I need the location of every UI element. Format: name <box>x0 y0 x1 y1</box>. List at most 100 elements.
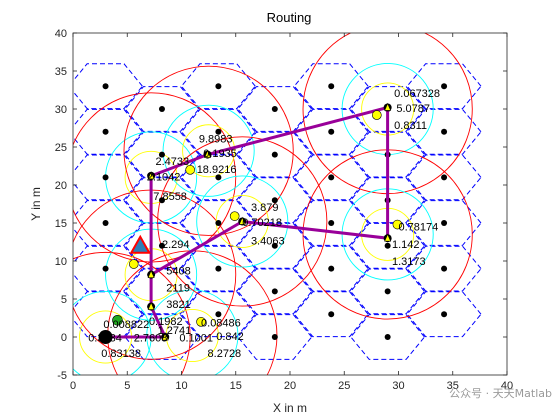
value-label: 18.9216 <box>197 164 237 176</box>
value-label: 2.1042 <box>147 171 181 183</box>
hexagon-cell <box>350 222 426 269</box>
value-label: 3.4063 <box>251 235 285 247</box>
node-point <box>271 288 278 295</box>
hexagon-cell <box>180 63 256 110</box>
value-label: 0.3134 <box>88 333 122 345</box>
hexagon-cell <box>73 245 144 292</box>
node-point <box>215 265 222 272</box>
route-arrow-marker <box>147 301 155 310</box>
range-circle <box>73 251 191 375</box>
node-point <box>158 106 165 112</box>
route-arrow-marker <box>147 269 155 278</box>
y-axis-ticks: -5 0 5 10 15 20 25 30 35 40 <box>55 28 507 382</box>
hexagon-cell <box>124 131 200 178</box>
hexagon-cell <box>73 200 144 246</box>
x-tick-label: 5 <box>124 380 130 392</box>
value-label: 3821 <box>166 299 190 311</box>
value-label: 5.0787 <box>396 103 430 115</box>
x-tick-label: 30 <box>392 380 404 392</box>
range-circle <box>162 104 255 197</box>
route-arrow-marker <box>204 149 211 158</box>
value-label: 0.067328 <box>394 88 440 100</box>
hexagon-cell <box>406 63 482 110</box>
node-point <box>271 334 278 340</box>
node-point <box>102 83 109 90</box>
hexagon-cell <box>406 200 482 246</box>
value-label: 0.8311 <box>394 120 427 132</box>
value-labels: 0.067328 5.0787 0.8311 9.8983 0.1935 2.4733 18… <box>88 88 440 360</box>
hexagon-grid <box>73 63 482 360</box>
node-point <box>158 242 165 249</box>
hexagon-cell <box>350 131 426 178</box>
x-tick-label: 10 <box>175 380 187 392</box>
node-point <box>102 220 109 226</box>
node-point <box>271 106 278 112</box>
node-point <box>328 83 335 90</box>
range-circle <box>182 124 236 178</box>
value-label: 2.7608 <box>134 333 168 345</box>
value-label: 0.70218 <box>242 217 282 229</box>
value-label: 0.08486 <box>201 317 241 329</box>
hexagon-cell <box>180 108 256 155</box>
route-markers <box>98 102 403 344</box>
yellow-marker <box>392 219 403 230</box>
x-tick-label: 15 <box>230 380 242 392</box>
node-point <box>215 83 222 90</box>
x-tick-label: 40 <box>501 380 513 392</box>
hexagon-cell <box>73 63 144 110</box>
start-node-marker <box>98 330 113 344</box>
range-circle <box>196 175 289 268</box>
route-arrow-marker <box>384 233 392 242</box>
hexagon-cell <box>350 177 426 224</box>
y-tick-label: -5 <box>57 370 67 382</box>
route-arrow-marker <box>238 216 246 225</box>
value-label: 7.8558 <box>153 191 187 203</box>
node-point <box>271 242 278 249</box>
hexagon-cell <box>406 108 482 155</box>
y-tick-label: 40 <box>55 28 67 40</box>
yellow-marker <box>371 110 382 120</box>
node-point <box>158 197 165 204</box>
y-tick-label: 30 <box>55 104 67 116</box>
value-label: 0.1001 <box>179 333 213 345</box>
node-point <box>441 128 448 135</box>
range-circle <box>123 65 294 236</box>
node-point <box>271 197 278 204</box>
sink-triangle <box>129 234 151 254</box>
hexagon-cell <box>237 314 313 360</box>
hexagon-cell <box>237 222 313 269</box>
node-point <box>441 174 448 181</box>
y-tick-label: 10 <box>55 256 67 268</box>
node-point <box>441 311 448 318</box>
value-label: 0.1982 <box>149 316 183 328</box>
aux-node-marker <box>112 314 123 326</box>
hexagon-cell <box>350 268 426 315</box>
node-point <box>271 151 278 158</box>
hexagon-cell <box>124 177 200 224</box>
hexagon-cell <box>293 245 369 292</box>
value-label: 1.2741 <box>158 325 192 337</box>
node-point <box>441 220 448 226</box>
node-point <box>328 220 335 226</box>
x-tick-label: 25 <box>338 380 350 392</box>
y-tick-label: 15 <box>55 218 67 230</box>
value-label: 0.842 <box>216 331 244 343</box>
value-label: 1.3173 <box>392 256 426 268</box>
node-point <box>384 242 391 249</box>
node-point <box>215 220 222 226</box>
watermark-text: 公众号 · 天天Matlab <box>449 387 552 400</box>
yellow-marker <box>185 165 195 175</box>
hexagon-cell <box>237 268 313 315</box>
y-tick-label: 20 <box>55 180 67 192</box>
hexagon-cell <box>293 291 369 338</box>
hexagon-cell <box>180 245 256 292</box>
node-point <box>215 311 222 318</box>
value-label: 0.78174 <box>399 222 439 234</box>
hexagon-cell <box>406 154 482 201</box>
hexagon-cell <box>180 291 256 338</box>
hexagon-cell <box>237 177 313 224</box>
hexagon-cell <box>406 245 482 292</box>
value-label: 0.83138 <box>101 348 141 360</box>
x-tick-label: 0 <box>70 380 76 392</box>
range-circle <box>157 136 328 307</box>
